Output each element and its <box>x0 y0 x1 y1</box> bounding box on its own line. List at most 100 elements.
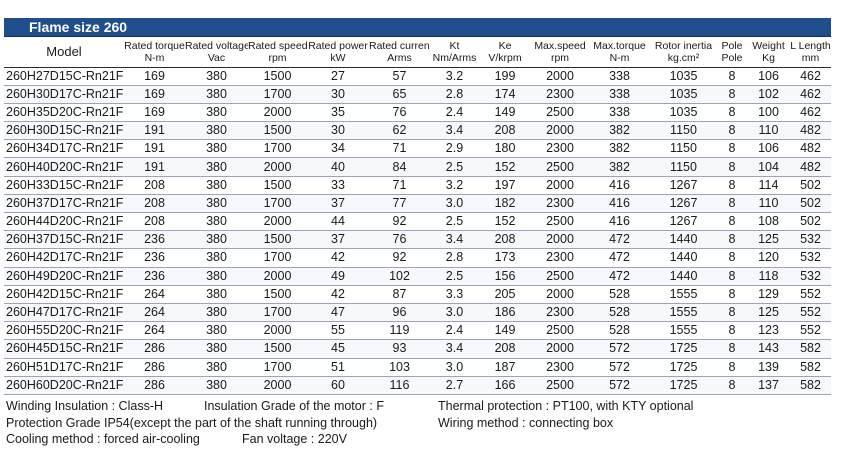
table-cell: 110 <box>747 194 790 214</box>
table-cell: 2500 <box>531 376 589 395</box>
note-protection-grade: Protection Grade IP54(except the part of… <box>6 415 378 430</box>
table-cell: 3.0 <box>430 303 479 323</box>
table-cell: 2000 <box>531 176 589 195</box>
note-insulation-grade: Insulation Grade of the motor : F <box>204 399 384 413</box>
table-cell: 502 <box>790 212 831 232</box>
header-unit: N-m <box>609 51 630 64</box>
table-cell: 1700 <box>248 248 307 268</box>
table-cell: 338 <box>589 67 650 86</box>
table-cell: 152 <box>479 157 531 177</box>
header-col: Pole Pole <box>717 37 747 68</box>
table-cell: 264 <box>124 321 185 341</box>
table-cell: 380 <box>185 248 248 268</box>
table-cell: 1440 <box>650 230 717 250</box>
table-cell: 8 <box>717 121 747 141</box>
table-cell: 286 <box>124 376 185 395</box>
table-cell: 2.4 <box>430 103 479 123</box>
table-cell: 8 <box>717 376 747 395</box>
table-cell: 1035 <box>650 85 717 104</box>
model-cell: 260H27D15C-Rn21F <box>4 67 124 86</box>
table-cell: 380 <box>185 157 248 177</box>
table-cell: 502 <box>790 176 831 195</box>
header-unit: V/krpm <box>488 51 522 64</box>
table-cell: 169 <box>124 85 185 104</box>
table-cell: 199 <box>479 67 531 86</box>
table-cell: 40 <box>307 157 369 177</box>
table-cell: 2.8 <box>430 248 479 268</box>
table-cell: 552 <box>790 321 831 341</box>
table-cell: 380 <box>185 67 248 86</box>
table-cell: 1555 <box>650 321 717 341</box>
table-cell: 34 <box>307 139 369 159</box>
table-body: 260H27D15C-Rn21F 169 380 1500 27 57 3.2 199 2000… <box>4 67 831 395</box>
table-cell: 286 <box>124 339 185 359</box>
table-cell: 2300 <box>531 85 589 104</box>
model-cell: 260H42D17C-Rn21F <box>4 248 124 268</box>
header-col: Ke V/krpm <box>479 37 531 68</box>
table-cell: 8 <box>717 303 747 323</box>
table-cell: 208 <box>479 339 531 359</box>
table-cell: 1725 <box>650 376 717 395</box>
header-unit: Pole <box>721 51 743 64</box>
table-cell: 1500 <box>248 121 307 141</box>
table-title: Flame size 260 <box>29 19 128 35</box>
table-cell: 180 <box>479 139 531 159</box>
table-row: 260H49D20C-Rn21F 236 380 2000 49 102 2.5 156 250… <box>4 267 831 286</box>
table-cell: 8 <box>717 248 747 268</box>
table-cell: 49 <box>307 267 369 286</box>
table-cell: 42 <box>307 285 369 304</box>
table-cell: 1035 <box>650 67 717 86</box>
header-unit: rpm <box>550 51 570 64</box>
table-cell: 92 <box>369 248 430 268</box>
table-cell: 2500 <box>531 267 589 286</box>
table-cell: 106 <box>747 139 790 159</box>
header-row: Model Rated torque N-m Rated voltage Vac Rate… <box>4 37 831 68</box>
table-cell: 108 <box>747 212 790 232</box>
table-cell: 1500 <box>248 67 307 86</box>
table-cell: 139 <box>747 358 790 377</box>
table-cell: 208 <box>479 121 531 141</box>
model-cell: 260H47D17C-Rn21F <box>4 303 124 323</box>
notes-section: Winding Insulation : Class-H Insulation G… <box>6 398 846 448</box>
table-cell: 191 <box>124 157 185 177</box>
table-cell: 45 <box>307 339 369 359</box>
table-cell: 2300 <box>531 248 589 268</box>
model-cell: 260H49D20C-Rn21F <box>4 267 124 286</box>
table-cell: 8 <box>717 358 747 377</box>
table-cell: 380 <box>185 303 248 323</box>
table-cell: 27 <box>307 67 369 86</box>
title-bar: Flame size 260 <box>4 18 831 37</box>
header-label: Rated current <box>369 39 430 52</box>
table-cell: 380 <box>185 376 248 395</box>
table-cell: 103 <box>369 358 430 377</box>
table-cell: 76 <box>369 230 430 250</box>
table-cell: 572 <box>589 339 650 359</box>
table-cell: 1500 <box>248 176 307 195</box>
table-cell: 47 <box>307 303 369 323</box>
table-cell: 1725 <box>650 339 717 359</box>
table-cell: 102 <box>369 267 430 286</box>
table-cell: 2000 <box>248 267 307 286</box>
header-unit: Nm/Arms <box>432 51 477 64</box>
header-col: Rated power kW <box>307 37 369 68</box>
table-cell: 1500 <box>248 285 307 304</box>
table-cell: 208 <box>124 194 185 214</box>
header-col: Max.torque N-m <box>589 37 650 68</box>
table-cell: 174 <box>479 85 531 104</box>
table-cell: 2000 <box>531 339 589 359</box>
table-cell: 2500 <box>531 157 589 177</box>
table-cell: 8 <box>717 67 747 86</box>
model-cell: 260H35D20C-Rn21F <box>4 103 124 123</box>
table-cell: 8 <box>717 267 747 286</box>
model-cell: 260H60D20C-Rn21F <box>4 376 124 395</box>
header-label: Rated speed <box>248 39 307 52</box>
table-cell: 8 <box>717 321 747 341</box>
header-col: Weight Kg <box>747 37 790 68</box>
table-cell: 2.5 <box>430 267 479 286</box>
table-cell: 2000 <box>531 67 589 86</box>
table-cell: 380 <box>185 267 248 286</box>
header-label: Ke <box>498 39 512 52</box>
table-cell: 186 <box>479 303 531 323</box>
header-unit: N-m <box>144 51 165 64</box>
table-cell: 71 <box>369 139 430 159</box>
